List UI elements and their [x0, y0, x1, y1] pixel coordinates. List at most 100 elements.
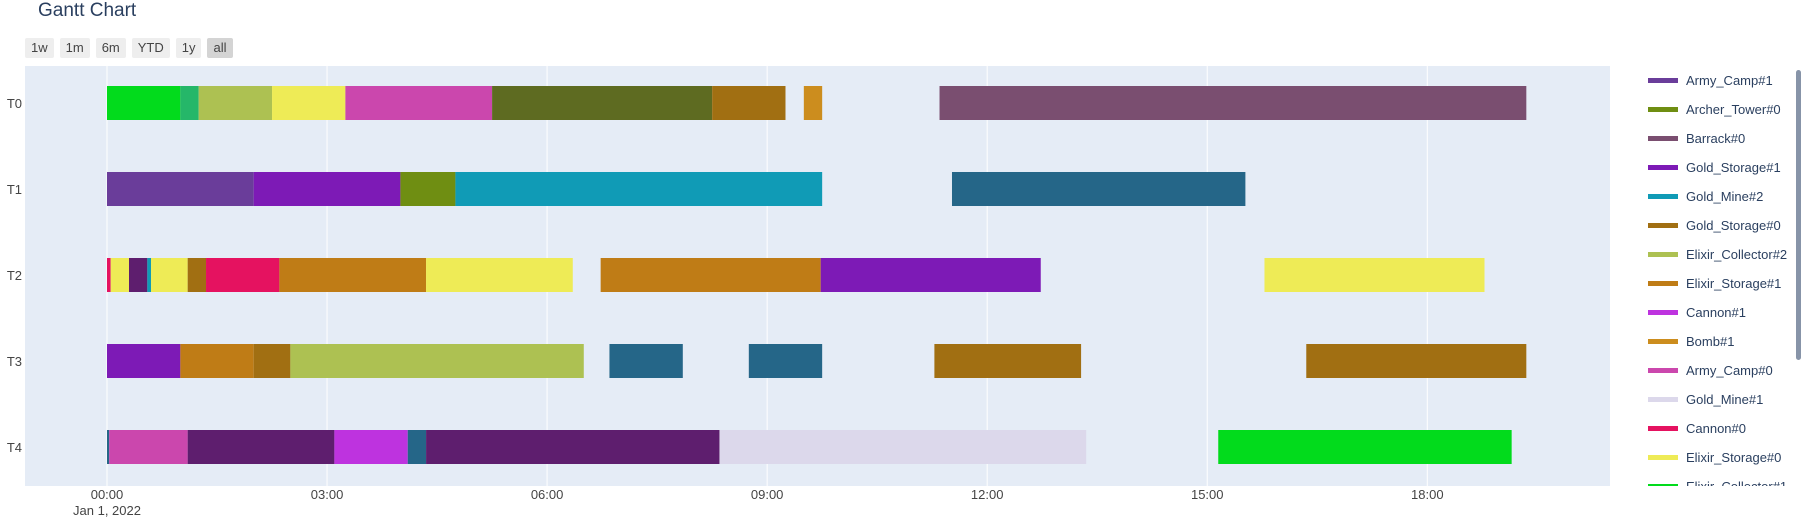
gantt-bar[interactable]	[455, 172, 823, 206]
gantt-bar[interactable]	[600, 258, 821, 292]
gantt-bar[interactable]	[279, 258, 427, 292]
gantt-bar[interactable]	[187, 258, 207, 292]
gantt-bar[interactable]	[426, 430, 720, 464]
gantt-bar[interactable]	[1218, 430, 1512, 464]
range-button-ytd[interactable]: YTD	[131, 38, 170, 58]
legend-item[interactable]: Elixir_Collector#2	[1640, 240, 1800, 269]
range-selector: 1w 1m 6m YTD 1y all	[25, 38, 233, 58]
gantt-bar[interactable]	[107, 344, 181, 378]
gantt-bar[interactable]	[407, 430, 427, 464]
bar-layer	[107, 86, 1527, 464]
gantt-bar[interactable]	[180, 86, 199, 120]
gantt-bar[interactable]	[253, 344, 291, 378]
gantt-bar[interactable]	[426, 258, 573, 292]
legend-label: Barrack#0	[1686, 131, 1746, 146]
gantt-bar[interactable]	[492, 86, 713, 120]
gantt-bar[interactable]	[107, 430, 110, 464]
range-button-all[interactable]: all	[207, 38, 233, 58]
x-date-label: Jan 1, 2022	[73, 503, 141, 518]
gantt-bar[interactable]	[609, 344, 683, 378]
x-tick-label: 18:00	[1411, 487, 1444, 502]
legend-swatch	[1648, 136, 1678, 141]
legend-item[interactable]: Gold_Storage#0	[1640, 211, 1800, 240]
legend-label: Gold_Mine#1	[1686, 392, 1764, 407]
chart-title: Gantt Chart	[38, 0, 137, 21]
legend-swatch	[1648, 107, 1678, 112]
legend-swatch	[1648, 78, 1678, 83]
legend-item[interactable]: Cannon#0	[1640, 414, 1800, 443]
gantt-bar[interactable]	[107, 258, 111, 292]
gantt-bar[interactable]	[151, 258, 188, 292]
x-tick-label: 06:00	[531, 487, 564, 502]
gantt-bar[interactable]	[803, 86, 823, 120]
gantt-bar[interactable]	[400, 172, 456, 206]
legend-label: Bomb#1	[1686, 334, 1735, 349]
legend-item[interactable]: Barrack#0	[1640, 124, 1800, 153]
gantt-bar[interactable]	[187, 430, 335, 464]
range-button-1w[interactable]: 1w	[25, 38, 54, 58]
legend-label: Elixir_Storage#1	[1686, 276, 1782, 291]
legend-swatch	[1648, 165, 1678, 170]
x-tick-label: 00:00	[91, 487, 124, 502]
legend-item[interactable]: Archer_Tower#0	[1640, 95, 1800, 124]
legend-item[interactable]: Gold_Storage#1	[1640, 153, 1800, 182]
legend-item[interactable]: Gold_Mine#2	[1640, 182, 1800, 211]
legend-swatch	[1648, 339, 1678, 344]
x-axis: 00:00 03:00 06:00 09:00 12:00 15:00 18:00 Jan 1…	[73, 487, 1444, 518]
gantt-bar[interactable]	[147, 258, 152, 292]
legend-item[interactable]: Elixir_Storage#0	[1640, 443, 1800, 472]
gantt-bar[interactable]	[748, 344, 823, 378]
gantt-bar[interactable]	[110, 258, 130, 292]
legend-swatch	[1648, 455, 1678, 460]
y-tick-label: T0	[7, 96, 22, 111]
legend-item[interactable]: Elixir_Storage#1	[1640, 269, 1800, 298]
legend-label: Elixir_Collector#2	[1686, 247, 1788, 262]
legend-scrollbar[interactable]	[1796, 70, 1801, 360]
legend-label: Gold_Storage#0	[1686, 218, 1781, 233]
legend-label: Elixir_Collector#1	[1686, 479, 1787, 486]
gantt-bar[interactable]	[290, 344, 584, 378]
legend-label: Cannon#0	[1686, 421, 1746, 436]
gantt-bar[interactable]	[272, 86, 346, 120]
gantt-bar[interactable]	[820, 258, 1041, 292]
legend-item[interactable]: Gold_Mine#1	[1640, 385, 1800, 414]
legend-label: Archer_Tower#0	[1686, 102, 1781, 117]
legend-item[interactable]: Cannon#1	[1640, 298, 1800, 327]
legend-item[interactable]: Army_Camp#1	[1640, 66, 1800, 95]
gantt-bar[interactable]	[719, 430, 1087, 464]
gantt-bar[interactable]	[107, 172, 254, 206]
x-tick-label: 15:00	[1191, 487, 1224, 502]
legend-swatch	[1648, 368, 1678, 373]
gantt-bar[interactable]	[1264, 258, 1485, 292]
range-button-1m[interactable]: 1m	[59, 38, 90, 58]
gantt-bar[interactable]	[129, 258, 148, 292]
gantt-bar[interactable]	[253, 172, 401, 206]
range-button-1y[interactable]: 1y	[175, 38, 202, 58]
y-tick-label: T4	[7, 440, 22, 455]
legend-label: Army_Camp#1	[1686, 73, 1773, 88]
legend-item[interactable]: Elixir_Collector#1	[1640, 472, 1800, 486]
y-axis: T0 T1 T2 T3 T4	[7, 96, 22, 455]
gantt-bar[interactable]	[198, 86, 273, 120]
legend-item[interactable]: Army_Camp#0	[1640, 356, 1800, 385]
legend-swatch	[1648, 426, 1678, 431]
legend-swatch	[1648, 223, 1678, 228]
gantt-bar[interactable]	[712, 86, 786, 120]
gantt-bar[interactable]	[334, 430, 408, 464]
legend-swatch	[1648, 252, 1678, 257]
gantt-bar[interactable]	[934, 344, 1082, 378]
gantt-bar[interactable]	[345, 86, 493, 120]
gantt-bar[interactable]	[939, 86, 1527, 120]
x-tick-label: 09:00	[751, 487, 784, 502]
gantt-plot: T0 T1 T2 T3 T4 00:00 03:00 06:00 09:00 12:00 15:0…	[7, 66, 1610, 518]
gantt-bar[interactable]	[180, 344, 254, 378]
legend-label: Army_Camp#0	[1686, 363, 1773, 378]
gantt-bar[interactable]	[109, 430, 188, 464]
legend-swatch	[1648, 194, 1678, 199]
gantt-bar[interactable]	[107, 86, 181, 120]
range-button-6m[interactable]: 6m	[95, 38, 126, 58]
legend-item[interactable]: Bomb#1	[1640, 327, 1800, 356]
gantt-bar[interactable]	[206, 258, 280, 292]
gantt-bar[interactable]	[1306, 344, 1527, 378]
gantt-bar[interactable]	[951, 172, 1246, 206]
